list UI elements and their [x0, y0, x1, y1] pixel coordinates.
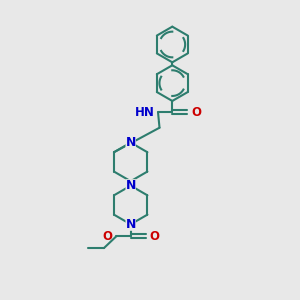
- Text: O: O: [103, 230, 113, 243]
- Text: HN: HN: [135, 106, 155, 119]
- Text: N: N: [125, 179, 136, 192]
- Text: N: N: [125, 218, 136, 231]
- Text: O: O: [191, 106, 201, 119]
- Text: N: N: [125, 136, 136, 149]
- Text: O: O: [149, 230, 159, 243]
